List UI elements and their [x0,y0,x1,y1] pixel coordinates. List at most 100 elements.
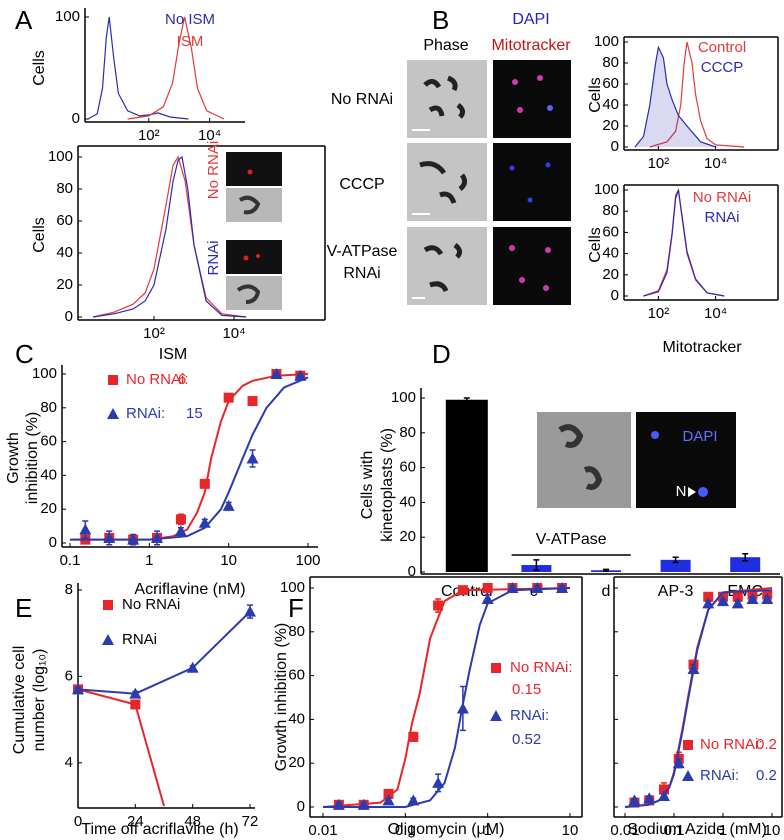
legend-marker [102,634,114,645]
series-line [77,610,251,695]
panel-label: A [15,5,33,35]
legend-label: RNAi: [700,767,739,784]
x-axis-label: Oligomycin (μM) [388,821,505,838]
histogram-line [92,155,247,318]
y-tick-label: 0 [49,534,57,551]
data-point [657,790,670,802]
x-tick-label: 10⁴ [704,305,727,322]
data-point [130,699,141,710]
y-tick-label: 80 [288,623,305,640]
legend-label: No RNAi [122,596,180,613]
y-tick-label: 100 [48,148,73,165]
histogram-line [92,155,247,318]
y-axis-label: Cells [31,50,48,86]
legend-label: No RNAi: [510,659,573,676]
y-tick-label: 40 [602,96,619,113]
y-axis-label: kinetoplasts (%) [379,428,396,542]
y-axis-label: inhibition (%) [24,412,41,504]
x-tick-label: 10² [138,127,160,144]
y-tick-label: 100 [280,579,305,596]
y-tick-label: 8 [65,581,73,598]
y-tick-label: 100 [594,33,619,50]
legend-label: No ISM [165,11,215,28]
data-point [703,591,714,602]
x-tick-label: 10⁴ [222,325,245,342]
y-tick-label: 80 [56,180,73,197]
y-tick-label: 60 [399,459,416,476]
y-axis-label: Cumulative cell [11,646,28,754]
y-tick-label: 40 [602,245,619,262]
histogram-line [87,16,189,120]
y-tick-label: 80 [40,399,57,416]
inset-images [537,412,736,508]
y-tick-label: 0 [72,110,80,127]
y-axis-label: Cells [587,227,604,263]
data-point [643,792,656,804]
data-point [658,784,669,795]
legend-label: RNAi [205,240,222,275]
data-point [481,592,494,604]
legend-marker [107,408,119,419]
data-point [175,514,186,525]
data-point [247,396,258,407]
error-bar [463,397,470,403]
data-point [199,478,210,489]
series-line [77,688,165,807]
x-tick-label: 1 [719,822,727,839]
data-point [407,794,420,806]
y-axis-label: Cells with [359,451,376,519]
data-point [222,499,235,511]
data-point [244,605,256,617]
y-tick-label: 20 [602,117,619,134]
nucleus-label: N [676,483,687,500]
histogram-area [634,45,716,148]
data-point [746,592,759,604]
x-tick-label: 10⁴ [704,155,727,172]
data-point [687,663,700,675]
data-point [79,523,92,535]
panel-label: D [432,339,451,369]
inset-images [226,152,282,310]
row-label: No RNAi [331,91,393,108]
y-tick-label: 0 [408,563,416,580]
legend-marker [103,600,113,610]
x-tick-label: 10⁴ [198,127,221,144]
x-tick-label: 10 [562,822,579,839]
legend-label: RNAi: [126,405,165,422]
legend-label: RNAi [122,631,157,648]
y-tick-label: 100 [594,181,619,198]
y-axis-label: Growth [5,432,22,484]
data-point [332,798,345,810]
y-tick-label: 40 [399,493,416,510]
y-tick-label: 0 [611,287,619,304]
fit-curve [624,589,773,808]
data-point [433,600,444,611]
legend-label: ISM [177,33,204,50]
y-tick-label: 4 [65,754,73,771]
y-tick-label: 100 [32,365,57,382]
x-tick-label: 10 [764,822,781,839]
y-tick-label: 100 [55,8,80,25]
y-tick-label: 0 [297,798,305,815]
legend-marker [490,710,502,721]
micrograph-grid [407,60,571,305]
panel-label: F [288,593,304,623]
data-point [482,583,493,593]
data-point [731,597,744,609]
legend-marker [683,740,693,750]
data-point [357,798,370,810]
y-tick-label: 20 [602,266,619,283]
data-point [174,525,187,537]
legend-label: RNAi: [510,707,549,724]
data-point [270,368,283,379]
x-tick-label: 72 [242,813,259,830]
x-tick-label: 10² [648,305,670,322]
error-bar [742,552,749,562]
data-point [127,533,140,545]
column-header: DAPI [512,11,549,28]
data-point [531,582,544,593]
x-tick-label: 0.01 [610,822,639,839]
x-tick-label: 1 [483,822,491,839]
x-tick-label: 0.01 [308,822,337,839]
legend-value: 0.2 [756,767,777,784]
